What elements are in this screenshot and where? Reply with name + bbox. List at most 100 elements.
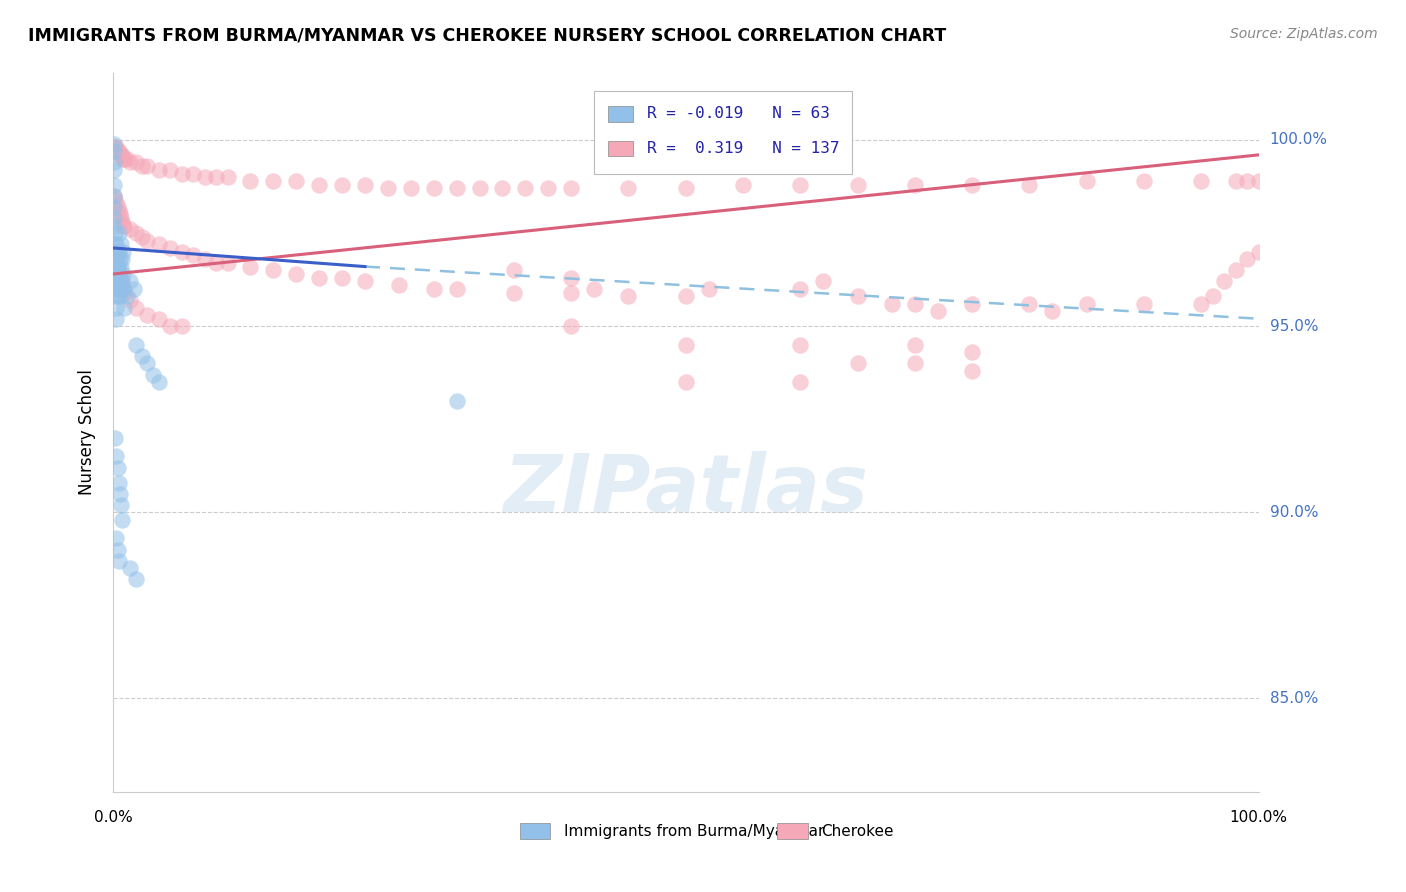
Point [446, 181, 468, 195]
Point [105, 263, 128, 277]
Point [789, 375, 811, 389]
Point [617, 289, 640, 303]
Point [120, 561, 142, 575]
Text: 0.0%: 0.0% [94, 810, 132, 825]
Point [120, 293, 142, 307]
Point [491, 181, 513, 195]
Point [142, 368, 165, 382]
Point [107, 460, 129, 475]
Point [103, 211, 125, 226]
Point [846, 178, 869, 192]
Point [131, 229, 153, 244]
Point [308, 270, 330, 285]
Text: 100.0%: 100.0% [1270, 133, 1327, 147]
Point [105, 275, 128, 289]
Text: ZIPatlas: ZIPatlas [503, 450, 869, 529]
Point [125, 155, 148, 169]
Point [136, 308, 159, 322]
Point [107, 244, 129, 259]
Point [110, 275, 132, 289]
Point [105, 301, 128, 315]
Point [262, 174, 284, 188]
Point [583, 282, 606, 296]
Point [110, 282, 132, 296]
Point [104, 263, 127, 277]
Text: 95.0%: 95.0% [1270, 318, 1319, 334]
Point [103, 189, 125, 203]
Point [170, 167, 193, 181]
Point [1213, 275, 1236, 289]
Point [108, 486, 131, 500]
Point [181, 167, 204, 181]
Point [675, 289, 697, 303]
Point [103, 162, 125, 177]
Point [111, 275, 134, 289]
Point [1236, 174, 1258, 188]
Point [107, 200, 129, 214]
Point [675, 181, 697, 195]
Point [354, 275, 377, 289]
Point [107, 260, 129, 274]
Point [1076, 297, 1098, 311]
Point [1076, 174, 1098, 188]
Point [1133, 297, 1156, 311]
Point [103, 178, 125, 192]
Point [503, 263, 526, 277]
Point [1236, 252, 1258, 267]
Point [330, 270, 353, 285]
Point [262, 263, 284, 277]
Point [148, 162, 170, 177]
Point [120, 155, 142, 169]
Point [560, 181, 582, 195]
Point [107, 263, 129, 277]
Point [111, 513, 134, 527]
Point [560, 285, 582, 300]
Point [217, 170, 239, 185]
Point [904, 338, 927, 352]
Point [105, 450, 128, 464]
Point [1225, 174, 1247, 188]
Point [110, 211, 132, 226]
Point [675, 375, 697, 389]
Point [104, 140, 127, 154]
Point [675, 338, 697, 352]
Point [111, 278, 134, 293]
Point [148, 237, 170, 252]
Point [148, 311, 170, 326]
Point [446, 393, 468, 408]
Point [103, 244, 125, 259]
Point [111, 252, 134, 267]
Point [104, 282, 127, 296]
Point [104, 237, 127, 252]
Point [112, 267, 135, 281]
Point [1189, 174, 1212, 188]
Point [110, 260, 132, 274]
Point [205, 170, 228, 185]
Point [789, 178, 811, 192]
FancyBboxPatch shape [778, 823, 807, 839]
Point [111, 148, 134, 162]
Point [960, 345, 983, 359]
Point [108, 270, 131, 285]
Point [105, 289, 128, 303]
Point [813, 275, 835, 289]
FancyBboxPatch shape [607, 141, 633, 156]
Point [131, 159, 153, 173]
Point [103, 189, 125, 203]
Point [960, 297, 983, 311]
Point [308, 178, 330, 192]
Point [104, 244, 127, 259]
Point [112, 282, 135, 296]
Point [330, 178, 353, 192]
Point [107, 244, 129, 259]
Text: 85.0%: 85.0% [1270, 691, 1317, 706]
Point [107, 554, 129, 568]
Point [107, 289, 129, 303]
Point [112, 219, 135, 233]
Point [904, 356, 927, 370]
Point [112, 152, 135, 166]
Point [112, 152, 135, 166]
Point [120, 222, 142, 236]
Point [285, 174, 308, 188]
Point [104, 252, 127, 267]
